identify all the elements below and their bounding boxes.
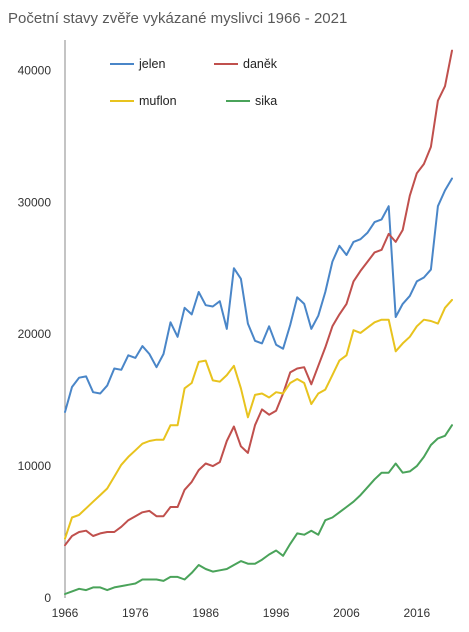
x-tick-label: 1976 [122,606,149,620]
legend: jelen daněk muflon sika [110,57,278,108]
legend-label-jelen: jelen [138,57,165,71]
x-tick-label: 1966 [52,606,79,620]
series-line-muflon [64,298,453,540]
y-tick-label: 0 [44,591,51,605]
series-line-jelen [64,177,453,413]
x-tick-label: 1996 [263,606,290,620]
axes: 0 10000 20000 30000 40000 1966 1976 1986 1996 200… [18,40,430,620]
x-tick-label: 2006 [333,606,360,620]
series-line-sika [64,424,453,595]
legend-label-daněk: daněk [243,57,278,71]
x-tick-label: 1986 [192,606,219,620]
legend-label-sika: sika [255,94,277,108]
y-tick-label: 10000 [18,459,52,473]
y-tick-label: 20000 [18,327,52,341]
series-line-daněk [64,49,453,547]
y-tick-label: 30000 [18,195,52,209]
y-tick-label: 40000 [18,63,52,77]
x-tick-label: 2016 [403,606,430,620]
legend-label-muflon: muflon [139,94,177,108]
chart-title: Početní stavy zvěře vykázané myslivci 19… [8,10,347,27]
series-group [64,49,453,595]
